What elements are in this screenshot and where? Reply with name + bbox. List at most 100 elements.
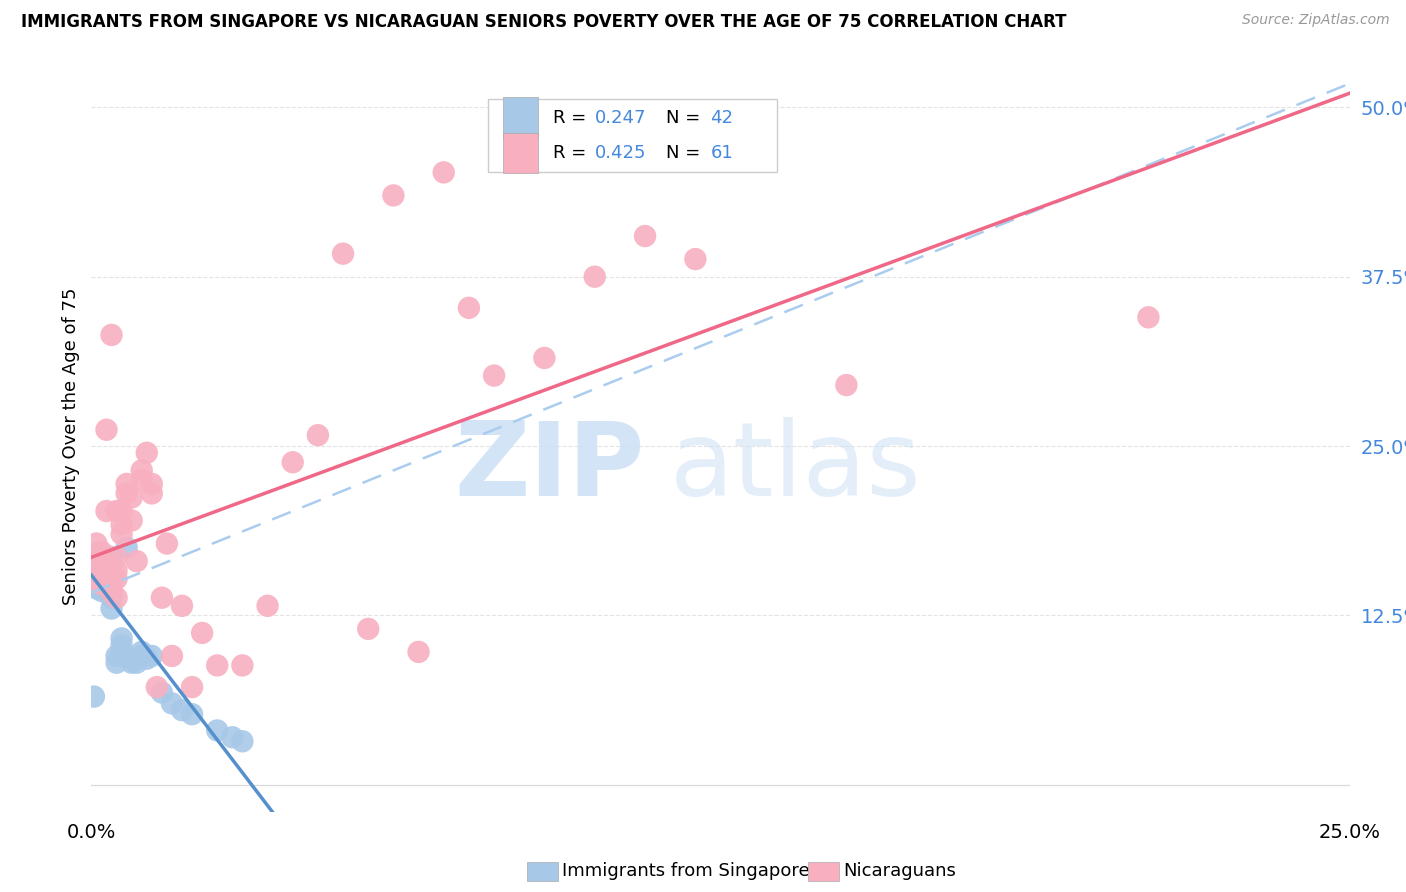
Text: 0.425: 0.425 <box>595 144 647 161</box>
Point <box>115 541 138 555</box>
Point <box>382 188 405 202</box>
Point <box>141 477 163 491</box>
Point <box>533 351 555 365</box>
Point <box>86 547 108 561</box>
Point <box>634 229 657 244</box>
Text: R =: R = <box>553 109 592 127</box>
Point <box>86 536 108 550</box>
Point <box>281 455 304 469</box>
Point <box>100 591 122 605</box>
Text: Source: ZipAtlas.com: Source: ZipAtlas.com <box>1241 13 1389 28</box>
Bar <box>503 97 538 137</box>
Point <box>100 327 122 342</box>
Text: ZIP: ZIP <box>454 417 645 518</box>
Text: atlas: atlas <box>671 417 922 518</box>
Point <box>221 730 243 744</box>
Y-axis label: Seniors Poverty Over the Age of 75: Seniors Poverty Over the Age of 75 <box>62 287 80 605</box>
Text: Immigrants from Singapore: Immigrants from Singapore <box>562 863 810 880</box>
Point <box>170 703 193 717</box>
Point <box>86 558 108 573</box>
Point <box>160 648 183 663</box>
Text: 61: 61 <box>710 144 734 161</box>
Point <box>110 645 132 659</box>
Point <box>131 463 153 477</box>
Point <box>105 550 128 565</box>
Point <box>141 648 163 663</box>
Point <box>100 550 122 565</box>
Text: 0.247: 0.247 <box>595 109 647 127</box>
Bar <box>503 133 538 173</box>
Point <box>685 252 707 266</box>
Point <box>205 723 228 738</box>
Point <box>105 504 128 518</box>
Point <box>96 577 118 591</box>
Point <box>181 680 204 694</box>
Point <box>482 368 505 383</box>
Point <box>90 557 112 571</box>
Point <box>121 656 143 670</box>
Point <box>110 527 132 541</box>
Text: Nicaraguans: Nicaraguans <box>844 863 956 880</box>
Point <box>100 567 122 582</box>
Point <box>105 656 128 670</box>
Point <box>433 165 456 179</box>
Point <box>90 567 112 582</box>
Point <box>87 572 110 586</box>
Point <box>90 564 112 578</box>
Point <box>96 583 118 598</box>
Point <box>181 707 204 722</box>
Point <box>96 577 118 591</box>
Point <box>96 554 118 568</box>
Point <box>146 680 169 694</box>
Point <box>87 574 110 589</box>
Point <box>231 734 253 748</box>
Point <box>110 504 132 518</box>
Point <box>90 583 112 598</box>
Point <box>307 428 329 442</box>
Point <box>135 446 157 460</box>
Point <box>160 697 183 711</box>
Point <box>170 599 193 613</box>
Point <box>83 690 105 704</box>
Text: R =: R = <box>553 144 592 161</box>
Point <box>96 570 118 584</box>
Point <box>332 246 354 260</box>
Point <box>90 577 112 591</box>
Point <box>156 536 179 550</box>
Point <box>90 550 112 565</box>
Point <box>135 651 157 665</box>
Point <box>125 656 148 670</box>
Text: N =: N = <box>666 109 706 127</box>
Point <box>90 554 112 568</box>
Point <box>90 577 112 591</box>
Point <box>100 564 122 578</box>
Point <box>96 550 118 565</box>
Point <box>125 554 148 568</box>
Point <box>86 581 108 595</box>
Point <box>131 648 153 663</box>
Point <box>115 486 138 500</box>
Text: N =: N = <box>666 144 706 161</box>
Point <box>96 504 118 518</box>
Point <box>90 544 112 558</box>
Point <box>115 477 138 491</box>
Point <box>191 626 214 640</box>
Point <box>86 567 108 582</box>
Point <box>150 591 173 605</box>
Text: IMMIGRANTS FROM SINGAPORE VS NICARAGUAN SENIORS POVERTY OVER THE AGE OF 75 CORRE: IMMIGRANTS FROM SINGAPORE VS NICARAGUAN … <box>21 13 1067 31</box>
Point <box>457 301 479 315</box>
Point <box>357 622 380 636</box>
Point <box>131 473 153 487</box>
Point <box>105 572 128 586</box>
Point <box>105 591 128 605</box>
Point <box>110 517 132 532</box>
Point <box>86 561 108 575</box>
Point <box>1137 310 1160 325</box>
Point <box>96 557 118 571</box>
Point <box>110 632 132 646</box>
Point <box>105 648 128 663</box>
Point <box>105 564 128 578</box>
Point <box>86 567 108 582</box>
Point <box>110 638 132 652</box>
Point <box>231 658 253 673</box>
